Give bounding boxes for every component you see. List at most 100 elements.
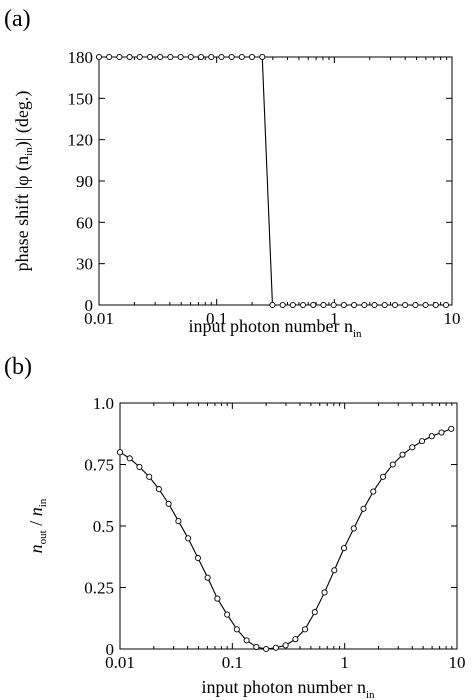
data-point-b xyxy=(214,595,221,602)
data-point-a xyxy=(95,53,103,61)
y-axis-label-b-den: n xyxy=(26,507,46,516)
data-point-b xyxy=(126,455,133,462)
y-tick-label-a: 30 xyxy=(76,255,93,274)
panel-label-b: (b) xyxy=(4,354,32,380)
data-point-b xyxy=(253,643,260,651)
data-b xyxy=(116,425,455,653)
y-axis-label-b-den-sub: in xyxy=(37,498,49,507)
data-point-b xyxy=(185,535,192,542)
data-point-b xyxy=(399,451,406,458)
y-axis-label-b-num: n xyxy=(26,544,46,553)
data-point-b xyxy=(379,473,387,480)
y-axis-label-b-sep: / xyxy=(26,516,46,530)
data-point-b xyxy=(350,525,357,532)
data-point-b xyxy=(311,609,318,616)
data-point-a xyxy=(391,301,398,309)
x-tick-label-b: 10 xyxy=(449,653,466,672)
data-point-a xyxy=(361,301,368,309)
y-tick-label-a: 150 xyxy=(68,89,94,108)
data-point-a xyxy=(208,53,215,61)
data-point-a xyxy=(197,53,205,61)
data-point-b xyxy=(302,626,309,633)
x-tick-label-a: 10 xyxy=(444,309,461,328)
data-point-a xyxy=(320,301,327,309)
y-axis-label-a-sub: in xyxy=(23,147,35,156)
data-point-a xyxy=(310,301,317,309)
data-point-b xyxy=(204,574,211,581)
y-axis-label-b-num-sub: out xyxy=(37,530,49,544)
data-point-b xyxy=(438,429,445,436)
y-tick-label-b: 1.0 xyxy=(93,394,114,413)
data-point-b xyxy=(282,642,289,649)
x-axis-label-b-text: input photon number n xyxy=(201,677,366,697)
data-point-b xyxy=(340,545,348,552)
data-point-b xyxy=(224,611,231,618)
y-tick-label-b: 0.25 xyxy=(84,579,114,598)
data-point-a xyxy=(248,53,256,61)
data-point-b xyxy=(155,486,162,493)
y-axis-label-a-tail: )| (deg.) xyxy=(12,91,33,148)
data-point-a xyxy=(228,53,235,61)
data-point-b xyxy=(448,425,455,432)
data-point-a xyxy=(299,301,307,309)
data-point-a xyxy=(136,53,143,61)
x-tick-label-a: 1 xyxy=(330,309,339,328)
data-point-b xyxy=(292,636,299,643)
data-point-a xyxy=(289,301,296,309)
x-axis-label-a: input photon number nin xyxy=(188,316,362,340)
data-point-a xyxy=(330,301,337,309)
data-point-b xyxy=(428,433,435,440)
y-tick-label-b: 0.5 xyxy=(93,517,114,536)
y-axis-label-a: phase shift |φ (nin)| (deg.) xyxy=(12,91,35,272)
data-point-b xyxy=(409,444,416,451)
data-point-b xyxy=(418,438,426,445)
data-point-b xyxy=(389,461,396,468)
data-point-a xyxy=(218,53,225,61)
data-point-a xyxy=(279,301,286,309)
data-point-b xyxy=(146,473,153,480)
panel-label-a: (a) xyxy=(4,6,31,32)
data-point-b xyxy=(272,644,279,651)
data-point-a xyxy=(126,53,133,61)
y-tick-label-b: 0 xyxy=(106,640,115,659)
ticks-b: 0.01 0.1 1 10 0 0.25 0.5 0.75 1.0 xyxy=(84,394,465,672)
data-point-b xyxy=(263,645,270,653)
data-point-a xyxy=(351,301,358,309)
panel-b: (b) 0.01 0.1 1 10 0 0.25 0.5 0.75 1.0 input phot… xyxy=(4,354,466,700)
data-point-a xyxy=(177,53,184,61)
y-tick-label-a: 60 xyxy=(76,213,93,232)
data-point-b xyxy=(194,554,201,562)
y-tick-label-b: 0.75 xyxy=(84,456,114,475)
data-point-a xyxy=(402,301,409,309)
y-axis-label-b: nout / nin xyxy=(26,498,49,553)
data-point-b xyxy=(175,518,182,525)
y-tick-label-a: 180 xyxy=(68,48,94,67)
plot-frame-a xyxy=(98,56,453,306)
data-point-a xyxy=(238,53,245,61)
data-point-a xyxy=(381,301,388,309)
data-point-a xyxy=(371,301,378,309)
series-line-b xyxy=(119,428,452,650)
x-axis-label-a-sub: in xyxy=(353,328,362,340)
data-point-a xyxy=(167,53,174,61)
data-point-b xyxy=(331,567,338,574)
data-point-a xyxy=(116,53,123,61)
x-axis-label-b: input photon number nin xyxy=(201,677,375,700)
x-tick-label-a: 0.1 xyxy=(206,309,227,328)
data-point-b xyxy=(136,463,143,471)
x-tick-label-b: 0.01 xyxy=(105,653,135,672)
data-point-a xyxy=(146,53,153,61)
data-point-a xyxy=(432,301,439,309)
data-point-a xyxy=(269,301,276,309)
data-point-a xyxy=(340,301,347,309)
y-tick-label-a: 90 xyxy=(76,172,93,191)
y-tick-label-a: 120 xyxy=(68,131,94,150)
x-tick-label-b: 1 xyxy=(340,653,349,672)
y-tick-label-a: 0 xyxy=(85,296,94,315)
data-point-b xyxy=(370,488,377,495)
plot-frame-b xyxy=(119,402,458,650)
y-axis-label-a-text: phase shift |φ (n xyxy=(12,156,33,271)
data-point-b xyxy=(321,589,328,596)
x-tick-label-b: 0.1 xyxy=(222,653,243,672)
